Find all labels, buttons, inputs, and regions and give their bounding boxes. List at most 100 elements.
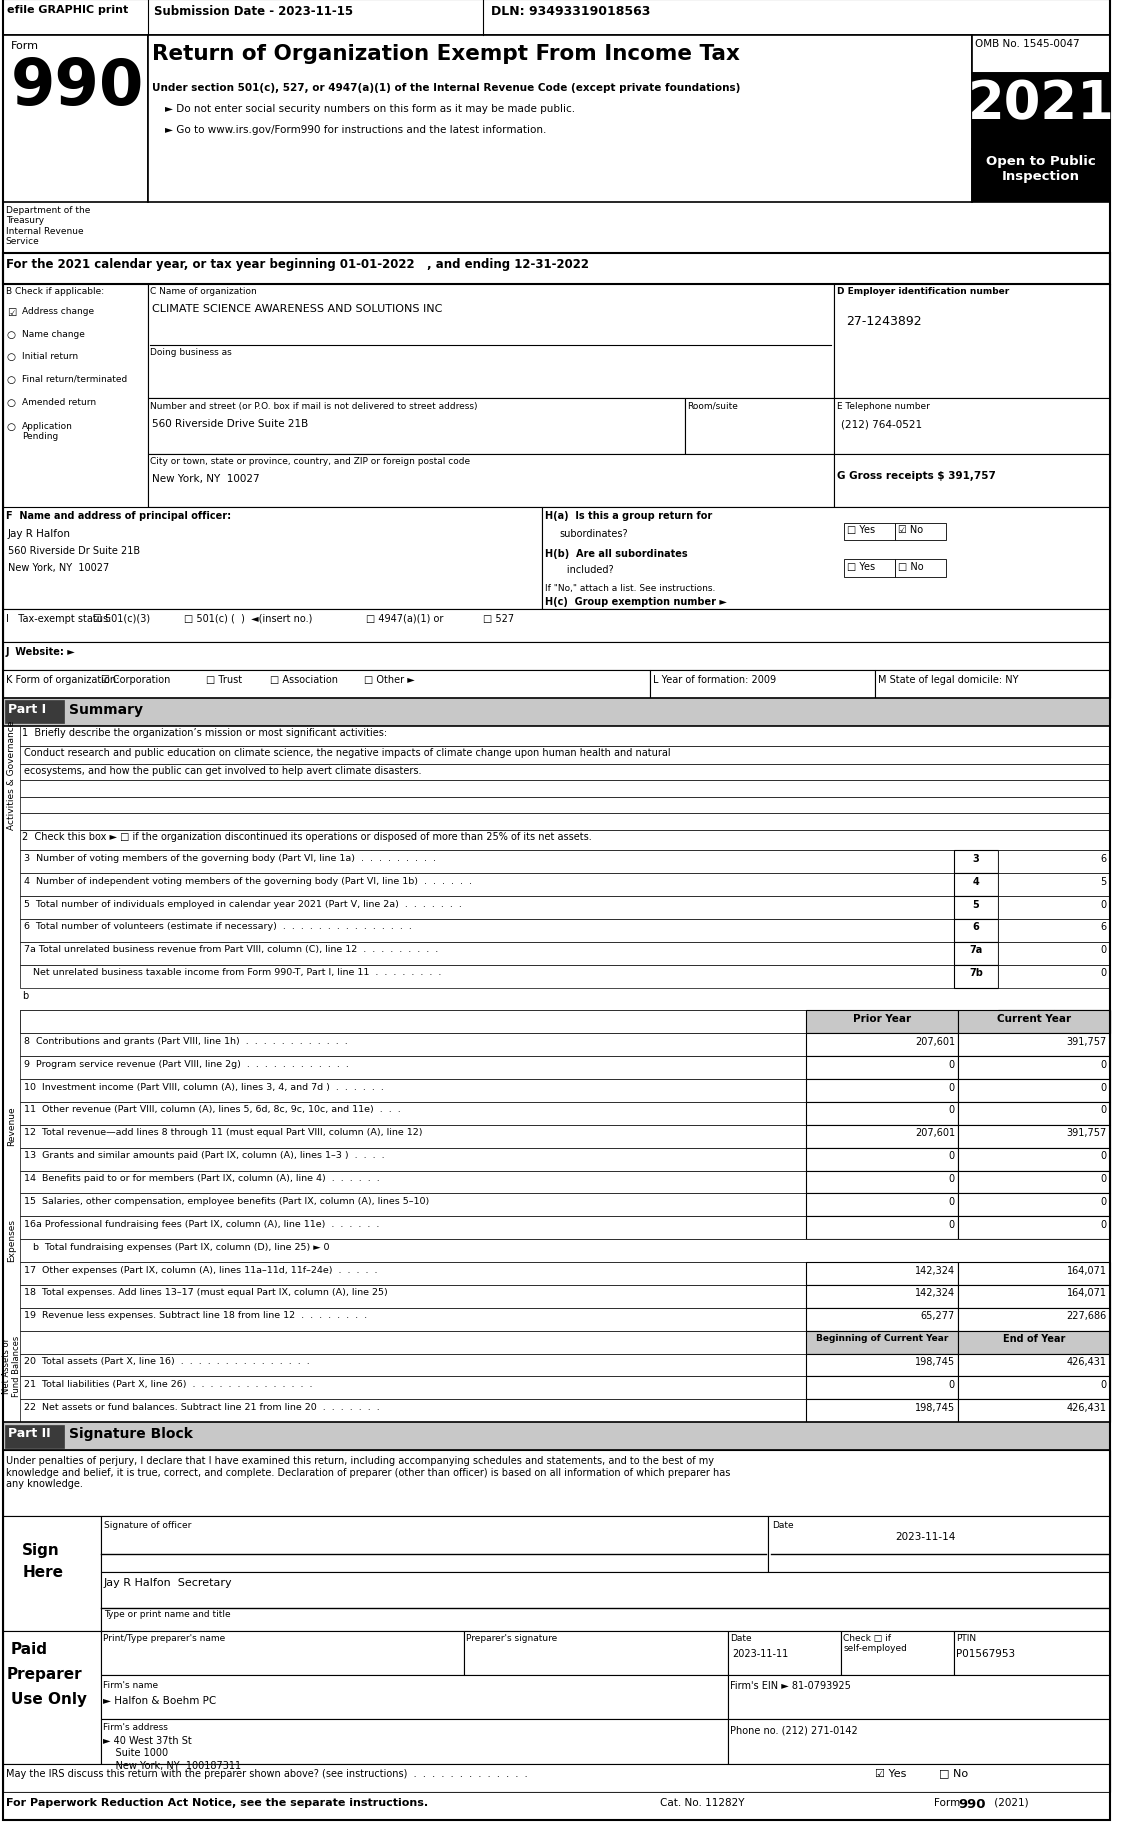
- Text: If "No," attach a list. See instructions.: If "No," attach a list. See instructions…: [545, 584, 716, 593]
- Text: Initial return: Initial return: [23, 351, 78, 361]
- Bar: [20, 1330, 806, 1354]
- Bar: [2, 1517, 100, 1631]
- Text: New York, NY  100187311: New York, NY 100187311: [103, 1760, 240, 1770]
- Bar: [100, 1517, 768, 1572]
- Bar: [20, 1400, 806, 1422]
- Bar: [806, 1125, 957, 1147]
- Bar: [20, 851, 954, 873]
- Bar: [957, 1330, 1110, 1354]
- Text: I   Tax-exempt status:: I Tax-exempt status:: [6, 613, 111, 624]
- Text: 0: 0: [1101, 1380, 1106, 1389]
- Text: May the IRS discuss this return with the preparer shown above? (see instructions: May the IRS discuss this return with the…: [6, 1768, 527, 1777]
- Text: ○: ○: [7, 375, 16, 384]
- Bar: [148, 399, 685, 454]
- Text: Paid: Paid: [10, 1642, 47, 1656]
- Bar: [954, 897, 998, 919]
- Bar: [20, 1376, 806, 1400]
- Text: Address change: Address change: [23, 307, 95, 317]
- Text: Firm's address: Firm's address: [103, 1722, 167, 1731]
- Bar: [100, 1572, 1110, 1631]
- Bar: [20, 1308, 806, 1330]
- Bar: [20, 831, 1110, 851]
- Bar: [20, 942, 954, 964]
- Text: b  Total fundraising expenses (Part IX, column (D), line 25) ► 0: b Total fundraising expenses (Part IX, c…: [25, 1243, 330, 1252]
- Text: 198,745: 198,745: [914, 1402, 955, 1413]
- Bar: [954, 1631, 1110, 1674]
- Text: 16a Professional fundraising fees (Part IX, column (A), line 11e)  .  .  .  .  .: 16a Professional fundraising fees (Part …: [25, 1219, 379, 1228]
- Bar: [148, 284, 834, 399]
- Bar: [957, 1102, 1110, 1125]
- Bar: [2, 699, 1110, 727]
- Text: 990: 990: [959, 1797, 987, 1810]
- Text: 2023-11-14: 2023-11-14: [895, 1532, 955, 1541]
- Bar: [20, 798, 1110, 814]
- Text: H(b)  Are all subordinates: H(b) Are all subordinates: [545, 549, 688, 558]
- Bar: [2, 509, 542, 609]
- Bar: [2, 254, 1110, 284]
- Text: P01567953: P01567953: [956, 1649, 1015, 1658]
- Text: 198,745: 198,745: [914, 1356, 955, 1367]
- Text: ☑ No: ☑ No: [898, 525, 924, 534]
- Text: For the 2021 calendar year, or tax year beginning 01-01-2022   , and ending 12-3: For the 2021 calendar year, or tax year …: [6, 258, 588, 271]
- Text: New York, NY  10027: New York, NY 10027: [151, 474, 260, 483]
- Bar: [2, 670, 650, 699]
- Text: Current Year: Current Year: [997, 1014, 1071, 1023]
- Bar: [806, 1034, 957, 1056]
- Text: For Paperwork Reduction Act Notice, see the separate instructions.: For Paperwork Reduction Act Notice, see …: [6, 1797, 428, 1806]
- Text: 19  Revenue less expenses. Subtract line 18 from line 12  .  .  .  .  .  .  .  .: 19 Revenue less expenses. Subtract line …: [25, 1310, 367, 1319]
- Text: 17  Other expenses (Part IX, column (A), lines 11a–11d, 11f–24e)  .  .  .  .  .: 17 Other expenses (Part IX, column (A), …: [25, 1265, 378, 1274]
- Bar: [728, 1674, 1110, 1720]
- Text: Doing business as: Doing business as: [150, 348, 231, 357]
- Text: Firm's EIN ► 81-0793925: Firm's EIN ► 81-0793925: [730, 1680, 851, 1691]
- Text: Jay R Halfon: Jay R Halfon: [8, 529, 71, 538]
- Text: 9  Program service revenue (Part VIII, line 2g)  .  .  .  .  .  .  .  .  .  .  .: 9 Program service revenue (Part VIII, li…: [25, 1060, 349, 1069]
- Text: Room/suite: Room/suite: [688, 401, 738, 410]
- Text: Activities & Governance: Activities & Governance: [7, 719, 16, 829]
- Bar: [957, 1147, 1110, 1171]
- Text: 2023-11-11: 2023-11-11: [733, 1649, 788, 1658]
- Bar: [2, 1422, 1110, 1451]
- Text: 0: 0: [948, 1219, 955, 1230]
- Text: ○: ○: [7, 421, 16, 432]
- Text: 2021: 2021: [968, 79, 1114, 130]
- Bar: [20, 1239, 1110, 1263]
- Bar: [998, 919, 1110, 942]
- Bar: [20, 873, 954, 897]
- Text: Revenue: Revenue: [7, 1105, 16, 1146]
- Bar: [148, 35, 972, 203]
- Bar: [806, 1171, 957, 1193]
- Bar: [844, 560, 895, 578]
- Text: ► 40 West 37th St: ► 40 West 37th St: [103, 1735, 192, 1744]
- Text: Preparer's signature: Preparer's signature: [465, 1632, 557, 1642]
- Text: Phone no. (212) 271-0142: Phone no. (212) 271-0142: [730, 1724, 858, 1735]
- Bar: [806, 1376, 957, 1400]
- Text: Date: Date: [772, 1521, 794, 1530]
- Text: B Check if applicable:: B Check if applicable:: [6, 287, 104, 296]
- Text: 0: 0: [1101, 899, 1106, 910]
- Text: Check □ if
self-employed: Check □ if self-employed: [843, 1632, 907, 1652]
- Text: ☑: ☑: [7, 307, 16, 317]
- Text: Number and street (or P.O. box if mail is not delivered to street address): Number and street (or P.O. box if mail i…: [150, 401, 478, 410]
- Text: Type or print name and title: Type or print name and title: [104, 1609, 230, 1618]
- Text: subordinates?: subordinates?: [560, 529, 629, 538]
- Text: Prior Year: Prior Year: [852, 1014, 911, 1023]
- Text: 990: 990: [10, 57, 143, 117]
- Bar: [2, 1792, 1110, 1819]
- Text: □ No: □ No: [939, 1768, 969, 1777]
- Text: □ Other ►: □ Other ►: [364, 673, 414, 684]
- Bar: [2, 609, 1110, 642]
- Bar: [20, 1171, 806, 1193]
- Text: L Year of formation: 2009: L Year of formation: 2009: [653, 673, 776, 684]
- Text: Under section 501(c), 527, or 4947(a)(1) of the Internal Revenue Code (except pr: Under section 501(c), 527, or 4947(a)(1)…: [151, 82, 741, 93]
- Text: Summary: Summary: [69, 703, 143, 716]
- Text: H(c)  Group exemption number ►: H(c) Group exemption number ►: [545, 597, 727, 608]
- Text: ► Halfon & Boehm PC: ► Halfon & Boehm PC: [103, 1695, 216, 1706]
- Text: Here: Here: [23, 1565, 63, 1579]
- Bar: [20, 765, 1110, 781]
- Text: Beginning of Current Year: Beginning of Current Year: [815, 1334, 948, 1343]
- Bar: [806, 1354, 957, 1376]
- Bar: [728, 1631, 841, 1674]
- Text: b: b: [23, 990, 28, 1001]
- Bar: [954, 851, 998, 873]
- Text: D Employer identification number: D Employer identification number: [838, 287, 1009, 296]
